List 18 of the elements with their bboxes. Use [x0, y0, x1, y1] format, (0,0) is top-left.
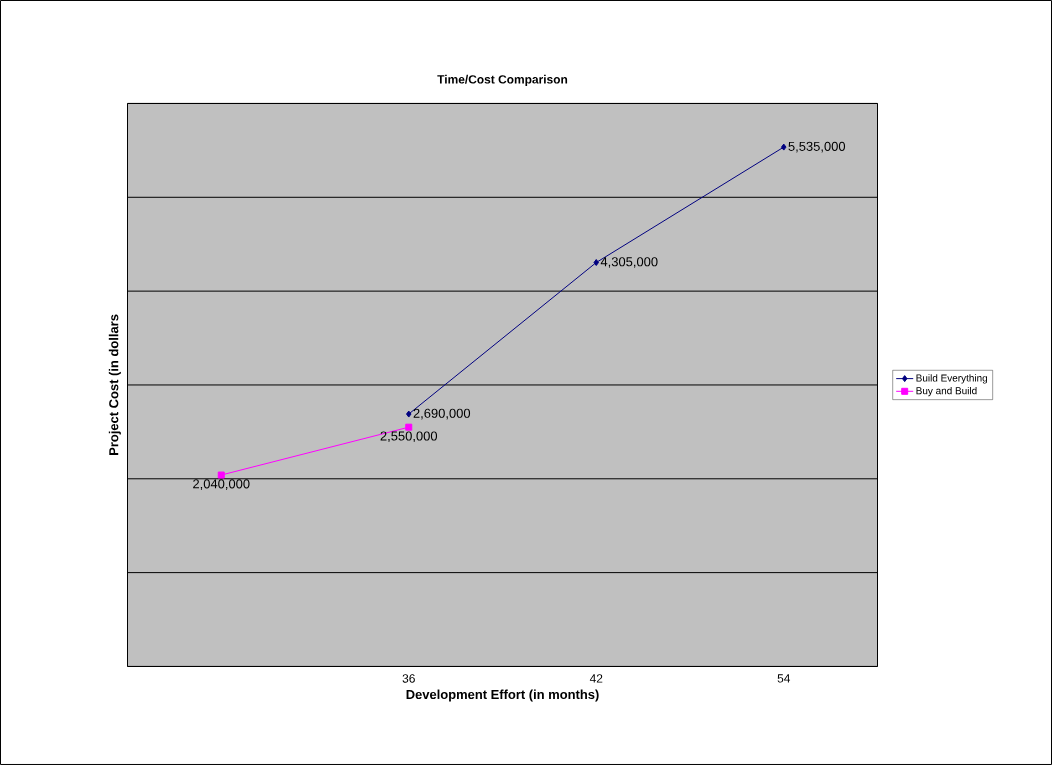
point	[593, 259, 600, 267]
data-label: 2,550,000	[380, 431, 438, 443]
x-tick-label: 42	[589, 674, 603, 683]
x-tick-label: 54	[777, 674, 791, 683]
point	[781, 143, 787, 151]
legend-label: Buy and Build	[916, 386, 977, 397]
point	[405, 423, 413, 431]
chart-title: Time/Cost Comparison	[437, 74, 568, 86]
point	[406, 410, 412, 418]
data-label: 5,535,000	[788, 141, 846, 153]
data-label: 4,305,000	[600, 257, 658, 268]
x-axis-title: Development Effort (in months)	[406, 689, 599, 702]
data-label: 2,690,000	[413, 408, 471, 420]
legend-label: Build Everything	[916, 374, 988, 384]
data-label: 2,040,000	[193, 479, 250, 490]
point	[217, 471, 225, 479]
x-tick-label: 36	[402, 674, 415, 683]
y-axis-title: Project Cost (in dollars	[108, 314, 121, 455]
